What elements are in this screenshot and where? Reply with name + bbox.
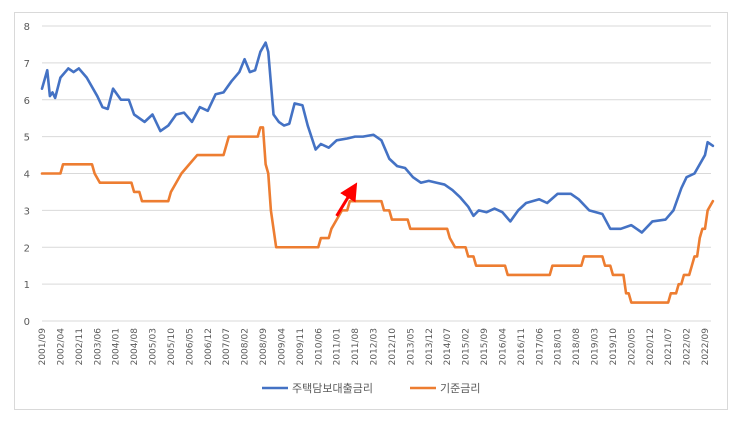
y-tick-label: 4 — [24, 170, 30, 181]
x-tick-label: 2006/05 — [185, 328, 195, 365]
x-tick-label: 2004/01 — [112, 328, 122, 365]
y-tick-label: 3 — [24, 206, 30, 217]
x-tick-label: 2019/10 — [609, 328, 619, 366]
x-tick-label: 2015/02 — [462, 328, 472, 365]
legend-label-1: 주택담보대출금리 — [292, 382, 373, 395]
y-tick-label: 1 — [24, 280, 30, 291]
red-arrow-annotation — [335, 182, 358, 217]
x-tick-label: 2003/06 — [93, 328, 103, 366]
series-line-2 — [40, 126, 715, 304]
x-tick-label: 2020/12 — [646, 328, 656, 365]
x-tick-label: 2011/01 — [333, 328, 343, 365]
y-tick-label: 2 — [24, 243, 30, 254]
y-tick-label: 5 — [24, 133, 30, 144]
annotation — [335, 182, 358, 217]
x-tick-label: 2009/11 — [296, 328, 306, 365]
x-tick-label: 2004/08 — [130, 328, 140, 366]
y-axis-tick-labels: 0 1 2 3 4 5 6 7 8 — [24, 22, 30, 328]
x-tick-label: 2022/09 — [701, 328, 711, 366]
x-tick-label: 2014/07 — [443, 328, 453, 365]
x-tick-label: 2009/04 — [277, 328, 287, 366]
x-tick-label: 2008/02 — [241, 328, 251, 365]
chart-frame — [14, 12, 728, 410]
x-tick-label: 2012/10 — [388, 328, 398, 366]
x-tick-label: 2020/05 — [627, 328, 637, 365]
x-tick-label: 2015/09 — [480, 328, 490, 366]
series-line-1 — [40, 41, 715, 234]
legend-label-2: 기준금리 — [440, 382, 480, 395]
x-tick-label: 2011/08 — [351, 328, 361, 366]
x-tick-label: 2019/03 — [591, 328, 601, 365]
x-tick-label: 2010/06 — [314, 328, 324, 366]
x-tick-label: 2022/02 — [683, 328, 693, 365]
legend: 주택담보대출금리 기준금리 — [262, 382, 480, 395]
gridlines — [42, 25, 711, 322]
x-tick-label: 2018/08 — [572, 328, 582, 366]
x-tick-label: 2002/11 — [75, 328, 85, 365]
x-axis-tick-labels: 2001/09 2002/04 2002/11 2003/06 2004/01 2004/… — [38, 328, 711, 366]
y-tick-label: 7 — [24, 59, 30, 70]
x-tick-label: 2007/07 — [222, 328, 232, 365]
x-tick-label: 2006/12 — [204, 328, 214, 365]
y-tick-label: 8 — [24, 22, 30, 33]
x-tick-label: 2016/11 — [517, 328, 527, 365]
x-tick-label: 2005/03 — [149, 328, 159, 365]
x-tick-label: 2008/09 — [259, 328, 269, 366]
x-tick-label: 2017/06 — [535, 328, 545, 366]
x-tick-label: 2001/09 — [38, 328, 48, 366]
x-tick-label: 2013/12 — [425, 328, 435, 365]
y-tick-label: 6 — [24, 96, 30, 107]
x-tick-label: 2012/03 — [370, 328, 380, 365]
x-tick-label: 2021/07 — [664, 328, 674, 365]
y-tick-label: 0 — [24, 317, 30, 328]
x-tick-label: 2002/04 — [56, 328, 66, 366]
x-tick-label: 2005/10 — [167, 328, 177, 366]
x-tick-label: 2018/01 — [554, 328, 564, 365]
x-tick-label: 2013/05 — [406, 328, 416, 365]
x-tick-label: 2016/04 — [498, 328, 508, 366]
series-lines — [40, 41, 715, 304]
